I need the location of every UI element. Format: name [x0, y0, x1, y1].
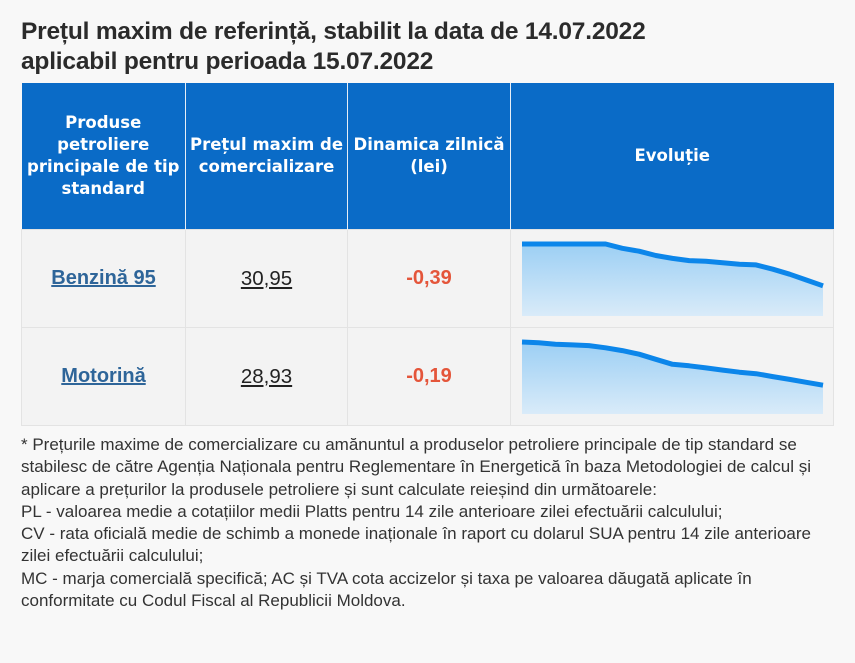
table-header-row: Produse petroliere principale de tip sta… [21, 83, 834, 230]
header-max-price: Prețul maxim de comercializare [185, 83, 348, 230]
product-link-benzina-95[interactable]: Benzină 95 [51, 267, 156, 289]
daily-change-cell: -0,39 [347, 229, 511, 328]
footnote-cv: CV - rata oficială medie de schimb a mon… [21, 524, 811, 566]
sparkline-motorina [521, 339, 823, 414]
price-cell: 28,93 [185, 327, 348, 426]
product-cell: Benzină 95 [21, 229, 186, 328]
price-cell: 30,95 [185, 229, 348, 328]
footnote-mc: MC - marja comercială specifică; AC și T… [21, 568, 752, 611]
sparkline-line [521, 241, 824, 288]
sparkline-line [521, 339, 823, 388]
page: Prețul maxim de referință, stabilit la d… [21, 0, 855, 612]
daily-change-value: -0,19 [406, 365, 452, 387]
header-product: Produse petroliere principale de tip sta… [21, 83, 186, 230]
price-value[interactable]: 28,93 [240, 364, 293, 388]
page-title: Prețul maxim de referință, stabilit la d… [21, 0, 855, 77]
product-cell: Motorină [21, 327, 186, 426]
price-value[interactable]: 30,95 [240, 266, 293, 290]
evolution-cell [510, 327, 834, 426]
sparkline-benzina-95 [521, 241, 824, 316]
daily-change-value: -0,39 [406, 267, 452, 289]
title-line-1: Prețul maxim de referință, stabilit la d… [21, 18, 646, 45]
daily-change-cell: -0,19 [347, 327, 511, 426]
footnotes: * Prețurile maxime de comercializare cu … [21, 434, 836, 612]
footnote-intro: * Prețurile maxime de comercializare cu … [21, 435, 812, 499]
table-row: Motorină 28,93 -0,19 [21, 327, 834, 426]
sparkline-area [521, 243, 823, 316]
title-line-2: aplicabil pentru perioada 15.07.2022 [21, 48, 434, 75]
header-evolution: Evoluție [510, 83, 834, 230]
sparkline-area [521, 341, 823, 414]
footnote-pl: PL - valoarea medie a cotațiilor medii P… [21, 501, 723, 521]
table-row: Benzină 95 30,95 -0,39 [21, 229, 834, 328]
fuel-price-table: Produse petroliere principale de tip sta… [21, 83, 834, 426]
product-link-motorina[interactable]: Motorină [61, 365, 146, 387]
evolution-cell [510, 229, 834, 328]
header-daily-change: Dinamica zilnică (lei) [347, 83, 511, 230]
